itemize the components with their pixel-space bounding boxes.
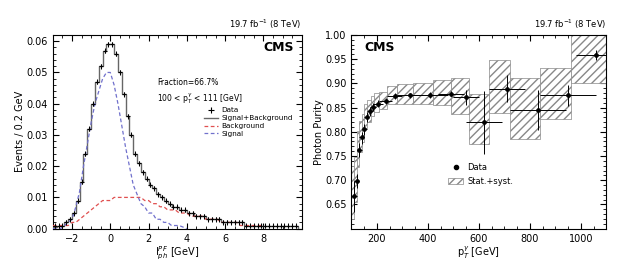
Text: 19.7 fb$^{-1}$ (8 TeV): 19.7 fb$^{-1}$ (8 TeV) [534,18,606,31]
Bar [433,80,451,105]
Bar [364,104,367,128]
Bar [571,34,619,83]
Y-axis label: Photon Purity: Photon Purity [313,99,323,165]
Bar [509,77,540,139]
Text: 100 < p$_{T}^{\gamma}$ < 111 [GeV]: 100 < p$_{T}^{\gamma}$ < 111 [GeV] [157,91,243,106]
Bar [371,96,374,116]
Bar [374,93,379,112]
Bar [351,166,354,219]
Bar [412,83,433,104]
Legend: Data, Stat.+syst.: Data, Stat.+syst. [445,160,517,189]
Bar [387,86,397,104]
Legend: Data, Signal+Background, Background, Signal: Data, Signal+Background, Background, Sig… [201,104,295,140]
Y-axis label: Events / 0.2 GeV: Events / 0.2 GeV [15,91,25,172]
Bar [356,131,359,167]
Bar [451,77,469,114]
Text: CMS: CMS [364,41,395,54]
Bar [397,84,412,104]
Text: Fraction=66.7%: Fraction=66.7% [157,77,219,87]
Bar [367,100,371,122]
Bar [489,60,509,114]
Text: 19.7 fb$^{-1}$ (8 TeV): 19.7 fb$^{-1}$ (8 TeV) [230,18,302,31]
Bar [379,92,387,109]
Bar [359,121,361,152]
Bar [354,157,356,202]
Bar [469,94,489,144]
X-axis label: I$_{ph}^{PF}$ [GeV]: I$_{ph}^{PF}$ [GeV] [156,245,199,262]
Bar [361,114,364,143]
Bar [540,68,571,119]
Text: CMS: CMS [264,41,294,54]
X-axis label: p$_{T}^{\gamma}$ [GeV]: p$_{T}^{\gamma}$ [GeV] [457,245,501,261]
